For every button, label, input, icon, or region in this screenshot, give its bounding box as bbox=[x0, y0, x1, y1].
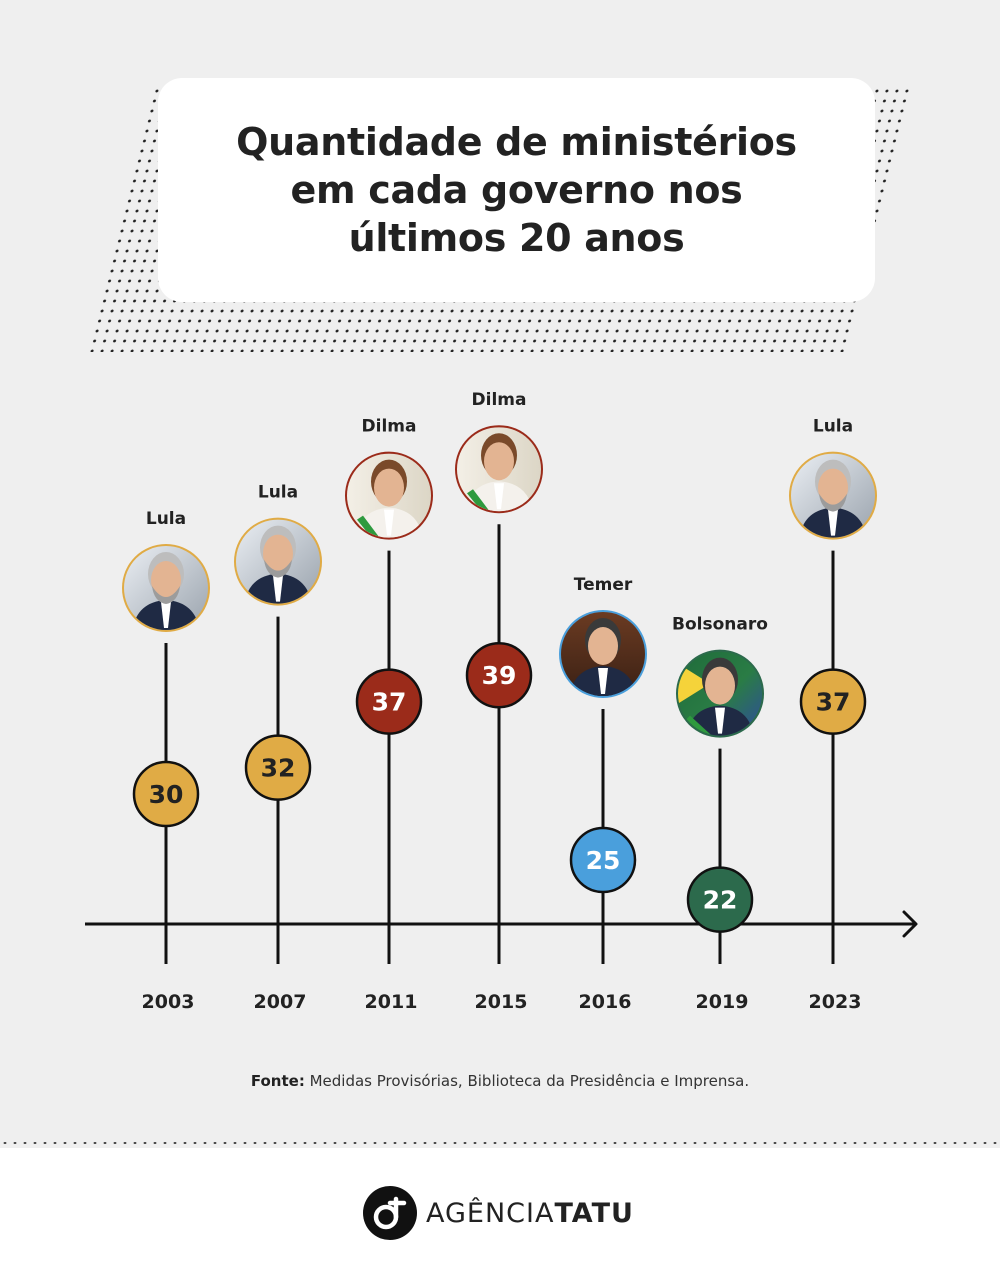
president-name-2003: Lula bbox=[146, 509, 186, 529]
portrait-shirt bbox=[715, 707, 725, 734]
flag-shape bbox=[678, 663, 710, 704]
value-marker-2007 bbox=[244, 734, 312, 801]
portrait-face bbox=[588, 627, 618, 665]
portrait-temer-2016 bbox=[559, 610, 647, 698]
portrait-shirt bbox=[828, 509, 838, 536]
portrait-photo bbox=[124, 546, 208, 630]
president-name-2016: Temer bbox=[574, 575, 633, 595]
portrait-beard bbox=[264, 559, 292, 578]
portrait-lula-2023 bbox=[789, 451, 877, 540]
portrait-bolsonaro-2019 bbox=[676, 649, 764, 738]
source-label: Fonte: bbox=[250, 1072, 305, 1090]
portrait-lula-2003 bbox=[122, 544, 210, 632]
portrait-face bbox=[151, 561, 181, 599]
portrait-photo bbox=[236, 519, 320, 604]
value-label-2011: 37 bbox=[372, 688, 407, 717]
title-line-2: em cada governo nos bbox=[290, 168, 743, 212]
source-text: Medidas Provisórias, Biblioteca da Presi… bbox=[304, 1072, 750, 1090]
presidential-sash bbox=[357, 515, 381, 538]
portrait-dilma-2015 bbox=[455, 425, 543, 514]
value-label-2016: 25 bbox=[586, 846, 621, 875]
x-axis-arrowhead bbox=[902, 910, 918, 938]
title-card: Quantidade de ministérios em cada govern… bbox=[158, 78, 875, 302]
portrait-photo bbox=[347, 453, 431, 538]
value-label-2019: 22 bbox=[703, 886, 738, 915]
value-label-2023: 37 bbox=[816, 688, 851, 717]
tatu-logo-icon bbox=[363, 1186, 417, 1240]
brand-name-light: AGÊNCIA bbox=[426, 1197, 555, 1229]
president-name-2007: Lula bbox=[258, 483, 298, 503]
value-marker-2011 bbox=[355, 668, 423, 735]
year-label-2011: 2011 bbox=[365, 991, 418, 1013]
portrait-photo bbox=[561, 612, 645, 696]
portrait-shirt bbox=[494, 483, 504, 510]
portrait-shirt bbox=[161, 602, 171, 628]
portrait-shirt bbox=[273, 575, 283, 602]
presidential-sash bbox=[684, 715, 714, 736]
portrait-face bbox=[374, 468, 404, 507]
portrait-beard bbox=[152, 586, 180, 604]
value-marker-2023 bbox=[799, 668, 867, 735]
value-marker-2016 bbox=[569, 826, 637, 894]
value-label-2003: 30 bbox=[149, 780, 184, 809]
footer bbox=[0, 1148, 1000, 1271]
president-name-2011: Dilma bbox=[362, 417, 417, 437]
portrait-dilma-2011 bbox=[345, 451, 433, 540]
president-name-2015: Dilma bbox=[472, 390, 527, 410]
portrait-shirt bbox=[598, 668, 608, 694]
source-note: Fonte: Medidas Provisórias, Biblioteca d… bbox=[0, 1072, 1000, 1090]
portrait-face bbox=[263, 534, 293, 573]
portrait-photo bbox=[678, 651, 762, 736]
value-label-2007: 32 bbox=[261, 754, 296, 783]
year-label-2019: 2019 bbox=[696, 991, 749, 1013]
chart-title: Quantidade de ministérios em cada govern… bbox=[236, 118, 797, 262]
brand-name-bold: TATU bbox=[554, 1197, 634, 1229]
value-marker-2015 bbox=[465, 641, 533, 709]
portrait-photo bbox=[457, 427, 541, 512]
portrait-lula-2007 bbox=[234, 517, 322, 606]
brand-logo[interactable]: AGÊNCIATATU bbox=[362, 1185, 634, 1241]
year-label-2016: 2016 bbox=[579, 991, 632, 1013]
title-line-1: Quantidade de ministérios bbox=[236, 120, 797, 164]
year-label-2023: 2023 bbox=[809, 991, 862, 1013]
title-line-3: últimos 20 anos bbox=[348, 216, 685, 260]
year-label-2007: 2007 bbox=[254, 991, 307, 1013]
value-label-2015: 39 bbox=[482, 661, 517, 690]
year-label-2015: 2015 bbox=[475, 991, 528, 1013]
value-marker-2003 bbox=[132, 760, 200, 828]
portrait-face bbox=[705, 666, 735, 705]
portrait-beard bbox=[819, 493, 847, 512]
footer-dotted-divider bbox=[0, 1140, 1000, 1146]
president-name-2019: Bolsonaro bbox=[672, 615, 768, 635]
brand-name: AGÊNCIATATU bbox=[426, 1198, 634, 1229]
president-name-2023: Lula bbox=[813, 417, 853, 437]
portrait-face bbox=[818, 468, 848, 507]
timeline-chart: Lula 30 2003 Lula 32 2007 Dilma 37 2011 Dilma 39 20… bbox=[85, 390, 918, 1013]
portrait-photo bbox=[791, 453, 875, 538]
portrait-face bbox=[484, 442, 514, 481]
year-label-2003: 2003 bbox=[142, 991, 195, 1013]
presidential-sash bbox=[467, 489, 491, 512]
portrait-shirt bbox=[384, 509, 394, 536]
value-marker-2019 bbox=[686, 866, 754, 933]
